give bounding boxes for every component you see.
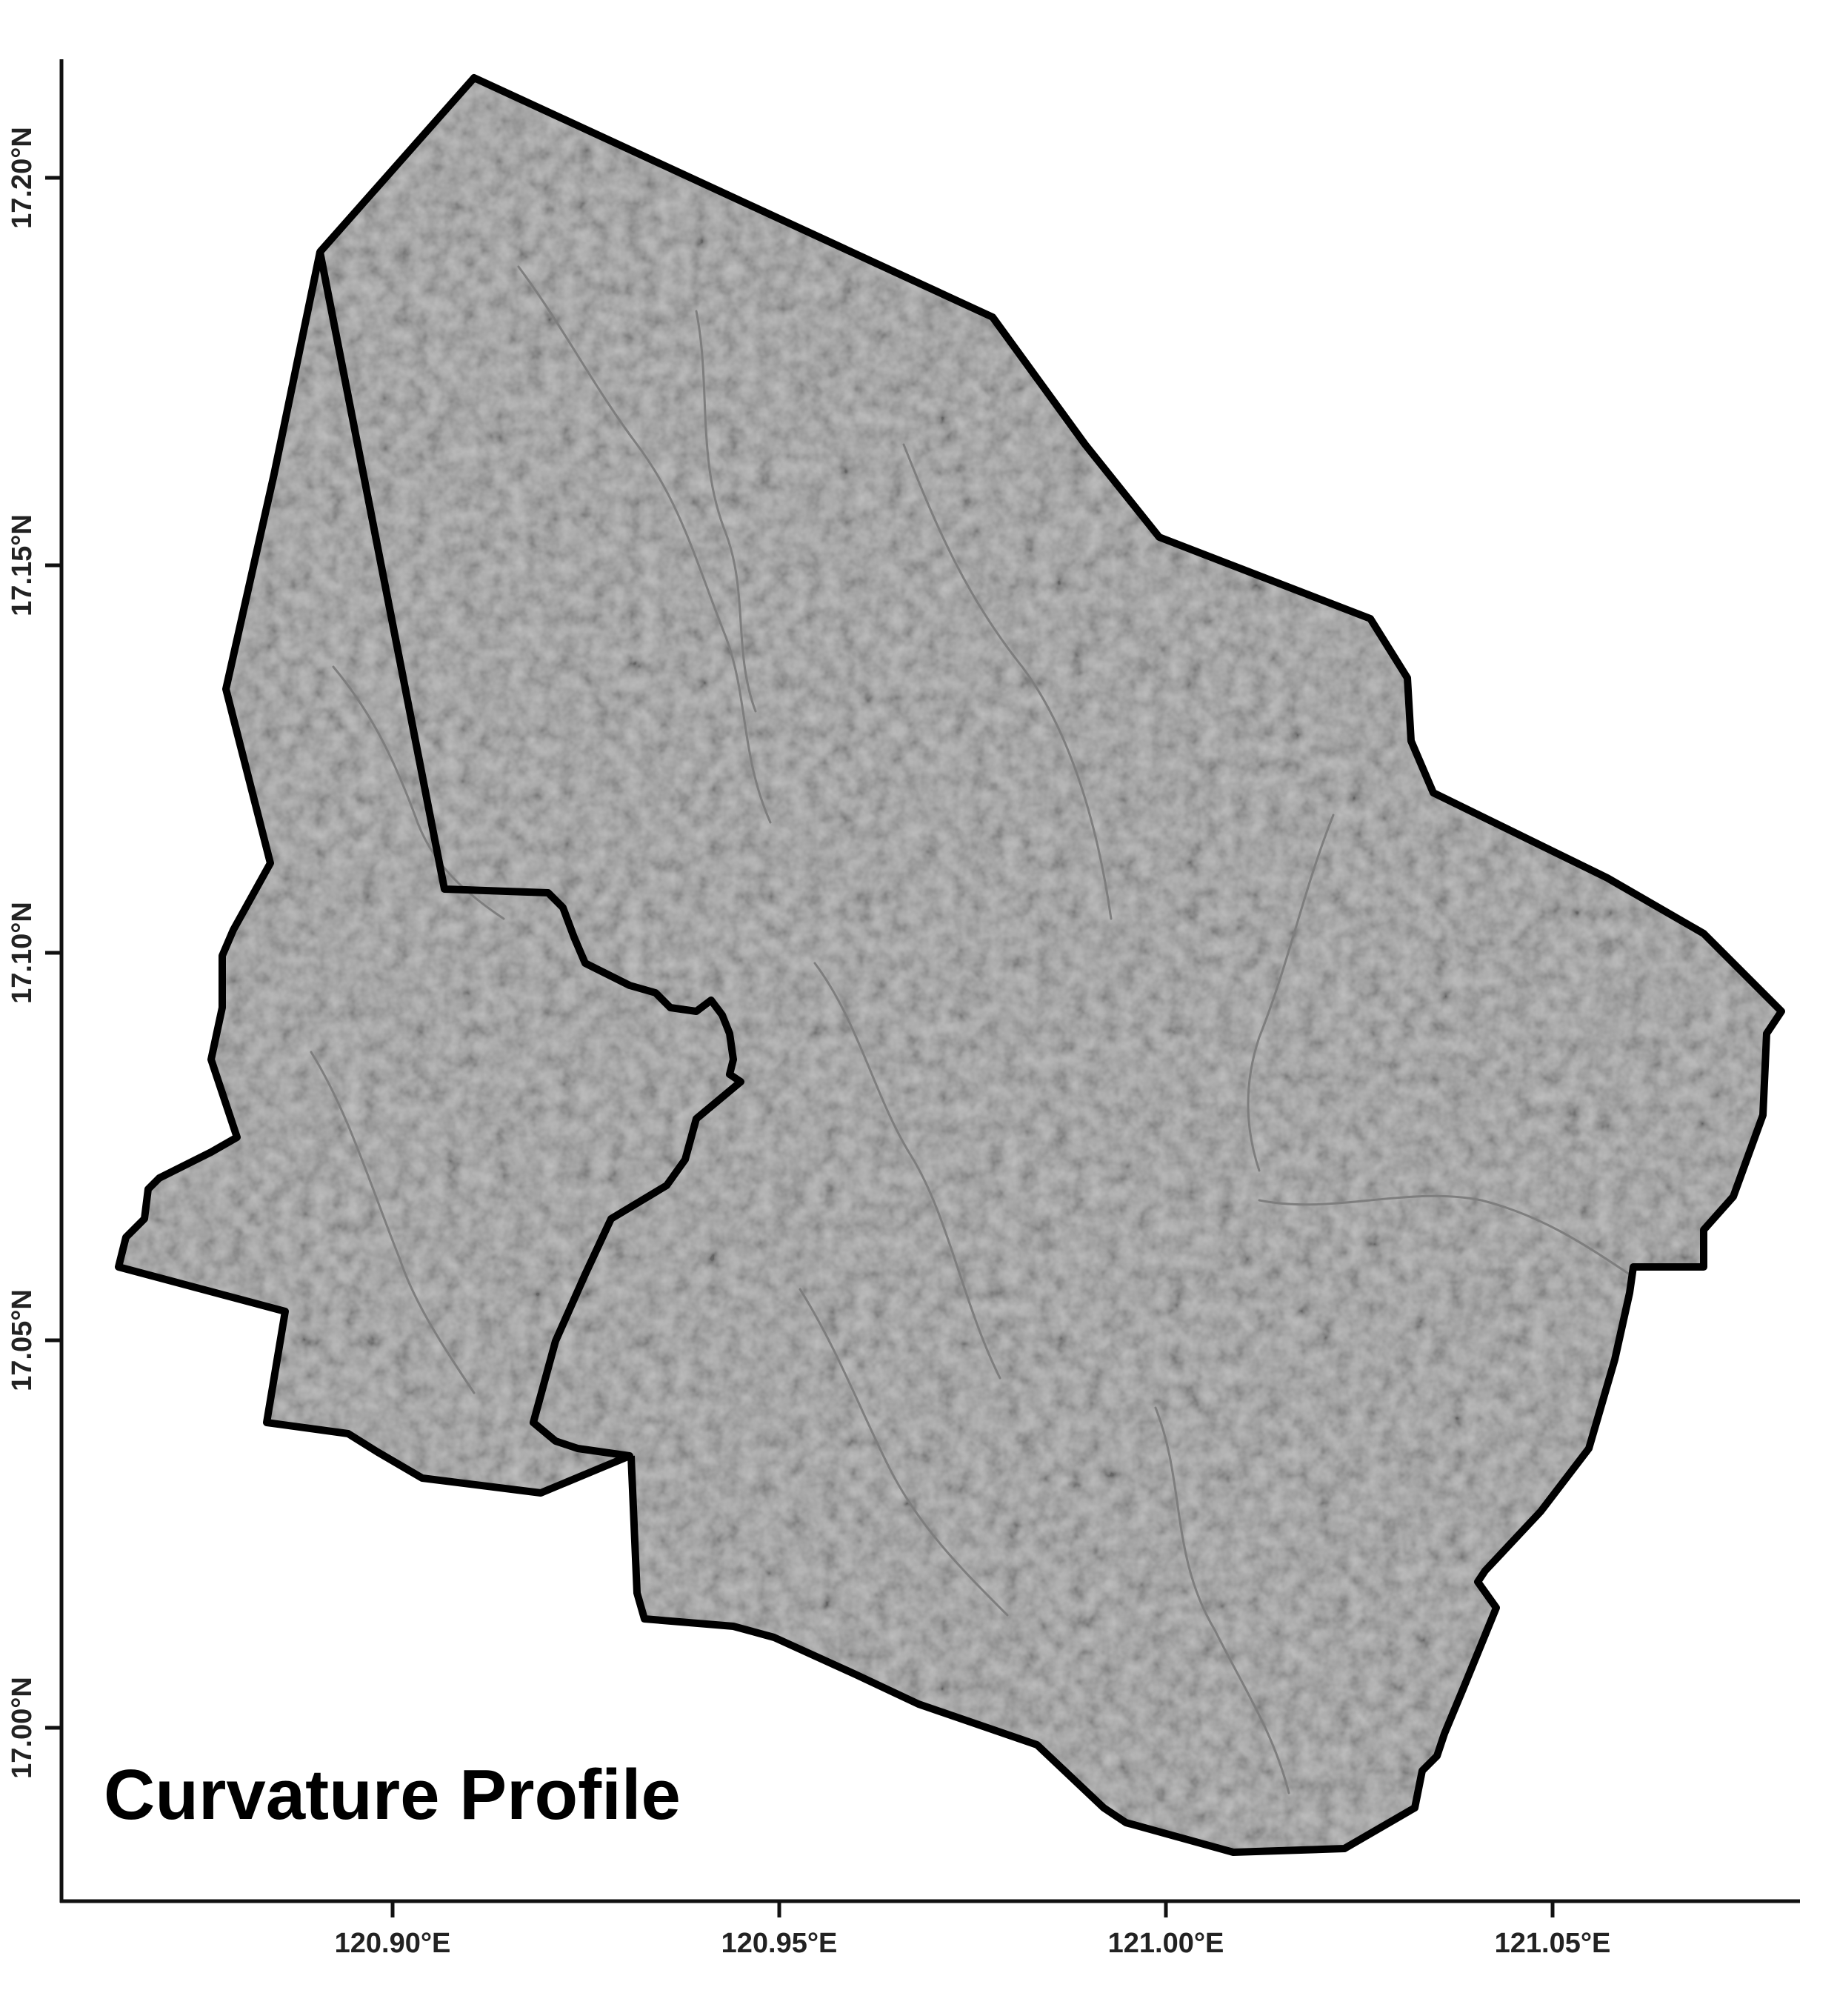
y-tick-label: 17.05°N bbox=[7, 1289, 38, 1391]
boundaries-layer bbox=[115, 74, 1785, 1856]
drainage-line bbox=[695, 310, 757, 713]
x-tick-label: 121.05°E bbox=[1495, 1928, 1611, 1959]
drainage-line bbox=[813, 962, 1001, 1380]
y-tick-label: 17.20°N bbox=[7, 127, 38, 229]
drainage-line bbox=[310, 1051, 476, 1394]
drainage-line bbox=[517, 265, 772, 824]
x-tick-label: 120.95°E bbox=[721, 1928, 838, 1959]
drainage-line bbox=[1154, 1406, 1290, 1794]
x-tick-label: 121.00°E bbox=[1108, 1928, 1224, 1959]
drainage-line bbox=[799, 1288, 1009, 1617]
drainage-line bbox=[1258, 1194, 1631, 1276]
drainage-lines bbox=[310, 265, 1631, 1794]
drainage-line bbox=[1247, 814, 1335, 1172]
axes: 120.90°E 120.95°E 121.00°E 121.05°E 17.20°N… bbox=[7, 59, 1800, 1959]
y-tick-label: 17.10°N bbox=[7, 902, 38, 1004]
boundary-west bbox=[115, 248, 744, 1497]
y-axis-ticks: 17.20°N 17.15°N 17.10°N 17.05°N 17.00°N bbox=[7, 127, 61, 1779]
y-tick-label: 17.00°N bbox=[7, 1677, 38, 1779]
drainage-line bbox=[902, 443, 1113, 920]
boundary-east bbox=[317, 74, 1785, 1856]
x-axis-ticks: 120.90°E 120.95°E 121.00°E 121.05°E bbox=[335, 1901, 1611, 1959]
map-title: Curvature Profile bbox=[104, 1755, 681, 1834]
x-tick-label: 120.90°E bbox=[335, 1928, 451, 1959]
terrain-texture bbox=[119, 78, 1781, 1852]
y-tick-label: 17.15°N bbox=[7, 514, 38, 616]
